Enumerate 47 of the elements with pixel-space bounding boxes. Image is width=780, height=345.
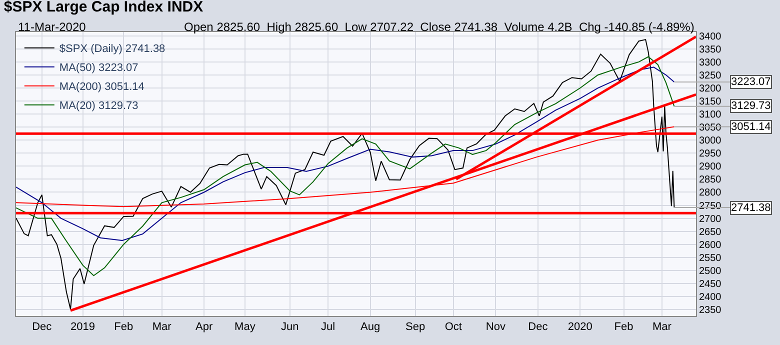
- y-tick-label: 2800: [699, 188, 722, 199]
- y-tick-label: 2650: [699, 226, 722, 238]
- annotation: 2741.38: [731, 202, 771, 214]
- legend-label: $SPX (Daily) 2741.38: [59, 43, 166, 56]
- y-tick-label: 3150: [699, 96, 722, 108]
- x-tick-label: Aug: [360, 321, 380, 334]
- y-tick-label: 2500: [699, 266, 722, 277]
- legend-label: MA(20) 3129.73: [59, 100, 138, 112]
- x-tick-label: Oct: [444, 321, 462, 334]
- x-tick-label: Dec: [528, 321, 548, 334]
- annotation: 3129.73: [731, 100, 771, 112]
- y-tick-label: 3300: [699, 57, 722, 68]
- y-tick-label: 3000: [699, 136, 722, 147]
- x-tick-label: Nov: [486, 321, 506, 334]
- x-tick-label: Sep: [405, 321, 426, 334]
- x-tick-label: Feb: [614, 321, 634, 334]
- annotation: 3051.14: [731, 121, 771, 133]
- y-tick-label: 3350: [699, 44, 722, 56]
- legend-label: MA(200) 3051.14: [59, 81, 144, 94]
- y-tick-label: 2700: [699, 214, 722, 225]
- legend-label: MA(50) 3223.07: [59, 62, 138, 74]
- y-tick-label: 3100: [699, 110, 722, 121]
- annotation: 3223.07: [731, 76, 771, 88]
- x-tick-label: Jun: [281, 321, 299, 334]
- y-tick-label: 2550: [699, 252, 722, 264]
- x-tick-label: 2020: [568, 321, 592, 334]
- y-tick-label: 3250: [699, 70, 722, 82]
- x-tick-label: Jul: [321, 321, 336, 334]
- annotation: 11-Mar-2020: [18, 20, 86, 34]
- x-tick-label: Dec: [32, 321, 52, 334]
- y-tick-label: 2850: [699, 174, 722, 186]
- y-tick-label: 2450: [699, 278, 722, 290]
- y-tick-label: 2350: [699, 304, 722, 316]
- x-tick-label: Apr: [195, 321, 213, 334]
- y-tick-label: 2900: [699, 162, 722, 173]
- x-tick-label: Feb: [114, 321, 134, 334]
- chart-title: $SPX Large Cap Index INDX: [4, 0, 204, 16]
- annotation: Open 2825.60 High 2825.60 Low 2707.22 Close 2741.38 Volume 4.2B Chg -140.85 (-4.89%): [184, 20, 694, 34]
- y-tick-label: 2600: [699, 240, 722, 251]
- y-tick-label: 3400: [699, 31, 722, 42]
- y-tick-label: 3200: [699, 84, 722, 95]
- y-tick-label: 2950: [699, 148, 722, 160]
- x-tick-label: Mar: [152, 321, 172, 334]
- x-tick-label: Mar: [652, 321, 672, 334]
- x-tick-label: 2019: [70, 321, 96, 334]
- y-tick-label: 2400: [699, 292, 722, 303]
- x-tick-label: May: [234, 321, 256, 334]
